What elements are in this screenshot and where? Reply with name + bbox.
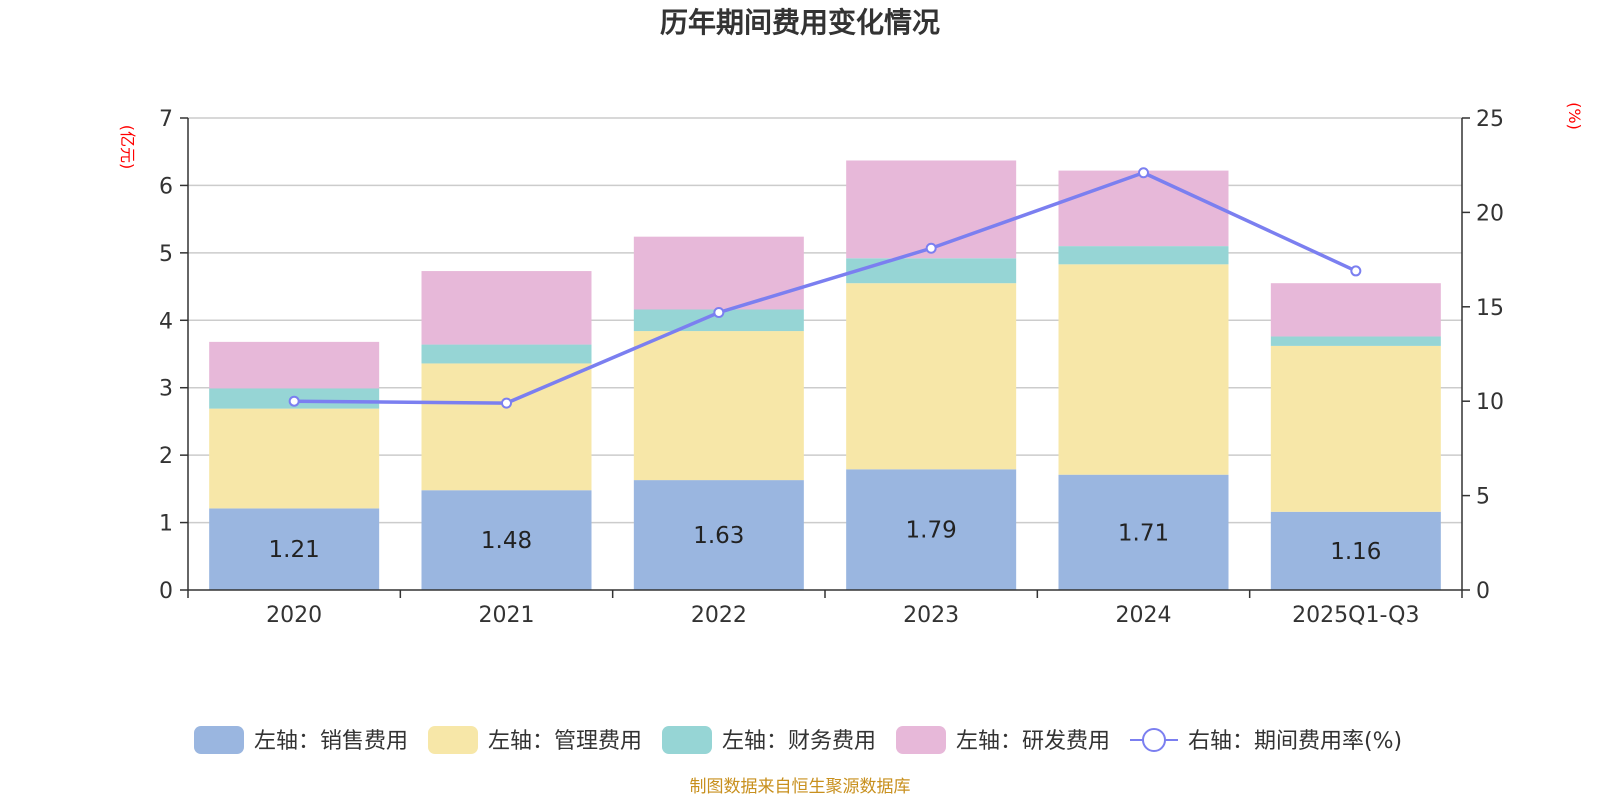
line-point — [288, 395, 300, 407]
legend-swatch — [194, 726, 244, 754]
x-axis-tick-label: 2020 — [266, 603, 322, 628]
bar-segment — [633, 480, 804, 590]
bar-segment — [421, 363, 592, 491]
bar-data-label: 1.71 — [1118, 520, 1169, 546]
bar-segment — [421, 344, 592, 364]
line-point — [1350, 265, 1362, 277]
bar-segment — [1270, 345, 1441, 512]
bar-segment — [846, 160, 1017, 259]
bar-segment — [846, 258, 1017, 284]
chart-title: 历年期间费用变化情况 — [660, 6, 940, 39]
bar-segment — [1058, 474, 1229, 590]
bar-segment — [209, 341, 380, 389]
bar-segment — [1270, 511, 1441, 590]
line-point — [1138, 167, 1149, 179]
line-point — [713, 306, 725, 318]
legend-label: 左轴：研发费用 — [956, 729, 1110, 754]
bar-segment — [421, 490, 592, 590]
left-axis-tick-label: 6 — [159, 174, 173, 199]
axes: 0 1 2 3 4 5 6 7 0 5 10 15 20 25 2020 2021 2022 2023 2024 20… — [159, 107, 1504, 628]
bar-segment — [209, 408, 380, 509]
bar-segment — [846, 469, 1017, 590]
legend-marker-icon — [1142, 728, 1166, 752]
bar-series-group: 1.21 1.48 1.63 1.79 1.71 1.16 — [209, 160, 1441, 590]
bar-segment — [1270, 283, 1441, 337]
right-axis-tick-label: 5 — [1476, 485, 1490, 510]
bar-data-label: 1.16 — [1330, 539, 1381, 565]
gridlines — [188, 117, 1462, 524]
x-axis-tick-label: 2023 — [903, 603, 959, 628]
bar-data-label: 1.63 — [693, 523, 744, 549]
left-axis-tick-label: 4 — [159, 309, 173, 334]
right-axis-tick-label: 25 — [1476, 107, 1504, 132]
bar-segment — [421, 271, 592, 345]
bar-segment — [633, 309, 804, 332]
right-axis-unit-label: (%) — [1565, 102, 1584, 130]
legend: 左轴：销售费用 左轴：管理费用 左轴：财务费用 左轴：研发费用 右轴：期间费用率(%) — [194, 726, 1402, 754]
line-point — [925, 242, 937, 254]
right-axis-tick-label: 15 — [1476, 296, 1504, 321]
legend-label: 左轴：财务费用 — [722, 729, 876, 754]
legend-label: 左轴：销售费用 — [254, 729, 408, 754]
bar-segment — [1270, 336, 1441, 346]
source-note: 制图数据来自恒生聚源数据库 — [690, 777, 911, 797]
bar-segment — [633, 331, 804, 481]
x-axis-tick-label: 2021 — [479, 603, 535, 628]
legend-label: 右轴：期间费用率(%) — [1188, 729, 1402, 754]
right-axis-tick-label: 0 — [1476, 579, 1490, 604]
legend-swatch — [662, 726, 712, 754]
right-axis-tick-label: 20 — [1476, 201, 1504, 226]
legend-swatch — [428, 726, 478, 754]
left-axis-unit-label: (亿元) — [118, 125, 137, 170]
bar-data-label: 1.21 — [269, 537, 320, 563]
bar-segment — [1058, 264, 1229, 475]
bar-data-label: 1.48 — [481, 528, 532, 554]
line-series-group — [288, 167, 1362, 409]
bar-data-label: 1.79 — [906, 518, 957, 544]
left-axis-tick-label: 7 — [159, 107, 173, 132]
legend-swatch — [896, 726, 946, 754]
right-axis-tick-label: 10 — [1476, 390, 1504, 415]
left-axis-tick-label: 3 — [159, 377, 173, 402]
bar-segment — [1058, 246, 1229, 265]
left-axis-tick-label: 1 — [159, 512, 173, 537]
x-axis-tick-label: 2024 — [1116, 603, 1172, 628]
x-axis-tick-label: 2025Q1-Q3 — [1292, 603, 1419, 628]
left-axis-tick-label: 2 — [159, 444, 173, 469]
legend-label: 左轴：管理费用 — [488, 729, 642, 754]
x-axis-tick-label: 2022 — [691, 603, 747, 628]
line-point — [501, 397, 512, 409]
left-axis-tick-label: 0 — [159, 579, 173, 604]
bar-segment — [846, 283, 1017, 470]
left-axis-tick-label: 5 — [159, 242, 173, 267]
bar-segment — [633, 236, 804, 310]
bar-segment — [1058, 170, 1229, 247]
expense-rate-line — [294, 170, 1357, 405]
bar-segment — [209, 508, 380, 590]
